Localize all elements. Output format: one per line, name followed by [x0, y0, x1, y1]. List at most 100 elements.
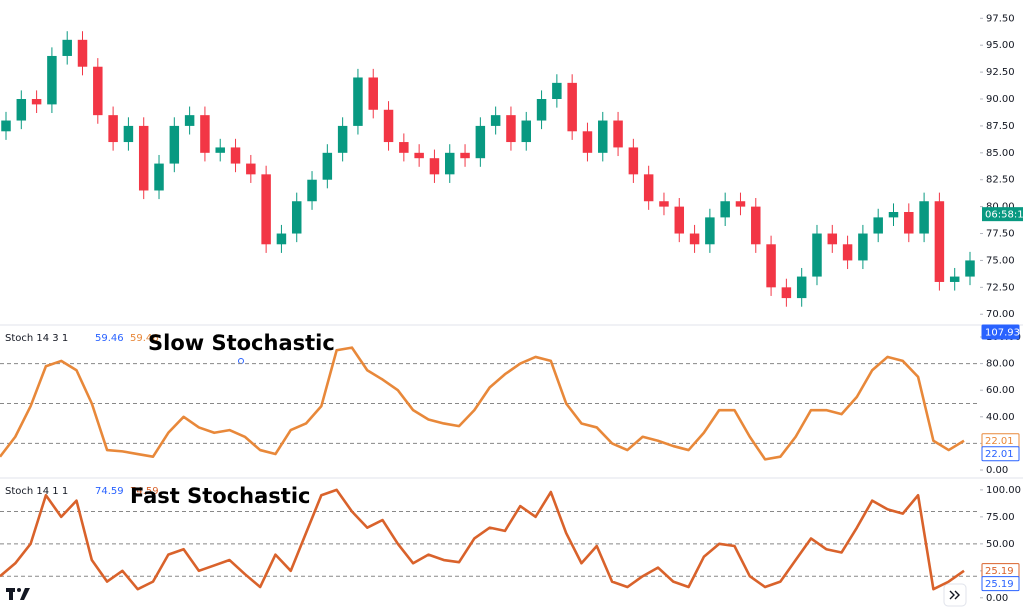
candle-body	[16, 99, 27, 121]
value-badge-label: 22.01	[985, 436, 1014, 447]
y-tick-label: 75.00	[986, 512, 1015, 523]
candle-body	[796, 276, 807, 299]
candle-body	[337, 125, 348, 153]
candle-body	[598, 120, 608, 153]
y-tick-label: 90.00	[986, 94, 1015, 105]
y-tick-label: 100.00	[986, 485, 1021, 496]
candle-body	[93, 66, 103, 116]
indicator-title: Slow Stochastic	[148, 331, 335, 355]
stoch-line	[0, 346, 965, 461]
value-badge-label: 25.19	[985, 579, 1014, 590]
candle-body	[261, 174, 271, 245]
candle-body	[31, 99, 42, 105]
candle-body	[842, 244, 853, 261]
candle-body	[781, 287, 792, 299]
indicator-title: Fast Stochastic	[130, 484, 310, 508]
countdown-badge	[982, 207, 1023, 222]
value-badge	[981, 576, 1020, 592]
candle-body	[200, 115, 210, 153]
indicator-label: Stoch 14 3 1	[5, 333, 68, 344]
candle-body	[383, 109, 394, 143]
candle-body	[138, 125, 149, 191]
candle-body	[812, 233, 822, 277]
value-badge	[981, 324, 1020, 340]
y-tick-label: 92.50	[986, 67, 1015, 78]
candle-body	[230, 147, 241, 164]
candle-body	[949, 276, 960, 282]
candle-body	[873, 217, 883, 234]
candle-body	[888, 212, 899, 218]
countdown-label: 06:58:19	[985, 210, 1023, 221]
value-badge	[981, 446, 1020, 462]
y-tick-label: 0.00	[986, 593, 1008, 604]
candle-body	[965, 260, 975, 277]
candle-body	[307, 179, 317, 202]
candle-body	[1, 120, 11, 132]
candle-body	[62, 39, 72, 56]
indicator-value: 74.59	[95, 486, 124, 497]
indicator-value: 74.59	[130, 486, 159, 497]
candle-body	[919, 201, 929, 234]
y-tick-label: 60.00	[986, 385, 1015, 396]
y-tick-label: 50.00	[986, 539, 1015, 550]
candle-body	[705, 217, 715, 245]
candle-body	[276, 233, 287, 245]
y-tick-label: 40.00	[986, 412, 1015, 423]
value-badge-label: 107.93	[985, 328, 1020, 339]
candle-body	[659, 201, 669, 207]
candle-body	[475, 125, 486, 159]
candle-body	[536, 99, 547, 121]
candle-body	[904, 212, 914, 234]
candle-body	[77, 39, 88, 67]
candle-body	[215, 147, 225, 153]
value-badge-label: 22.01	[985, 449, 1014, 460]
y-tick-label: 87.50	[986, 121, 1015, 132]
candle-body	[827, 233, 838, 245]
candle-body	[858, 233, 868, 261]
candle-body	[506, 115, 516, 143]
y-tick-label: 75.00	[986, 255, 1015, 266]
y-tick-label: 0.00	[986, 465, 1008, 476]
candle-body	[322, 152, 333, 180]
y-tick-label: 82.50	[986, 175, 1015, 186]
tradingview-logo	[6, 588, 30, 600]
y-tick-label: 80.00	[986, 359, 1015, 370]
candle-body	[154, 163, 164, 191]
y-tick-label: 80.00	[986, 202, 1015, 213]
stoch-line	[0, 488, 965, 591]
candle-body	[368, 77, 378, 110]
candle-body	[123, 125, 134, 143]
candle-body	[184, 115, 195, 126]
candle-body	[552, 82, 562, 100]
y-tick-label: 97.50	[986, 13, 1015, 24]
candle-body	[414, 152, 424, 159]
candle-body	[674, 206, 685, 234]
candle-body	[628, 147, 639, 175]
indicator-value: 59.46	[95, 333, 124, 344]
candle-body	[689, 233, 700, 245]
candle-body	[460, 152, 470, 159]
candle-body	[47, 55, 57, 105]
scroll-button[interactable]	[943, 583, 967, 607]
candle-body	[934, 201, 945, 282]
candle-body	[521, 120, 531, 143]
candle-body	[429, 158, 440, 175]
candle-body	[246, 163, 256, 175]
y-tick-label: 77.50	[986, 229, 1015, 240]
candle-body	[766, 244, 776, 288]
candle-body	[169, 125, 180, 164]
value-badge-label: 25.19	[985, 566, 1014, 577]
drawing-anchor	[238, 358, 244, 364]
candle-body	[582, 131, 593, 153]
candle-body	[445, 152, 455, 175]
y-tick-label: 85.00	[986, 148, 1015, 159]
candle-body	[567, 82, 577, 132]
candle-body	[291, 201, 302, 234]
candle-body	[613, 120, 623, 148]
candle-body	[643, 174, 654, 202]
candle-body	[108, 115, 118, 143]
candle-body	[353, 77, 363, 126]
candle-body	[490, 115, 501, 126]
indicator-label: Stoch 14 1 1	[5, 486, 68, 497]
